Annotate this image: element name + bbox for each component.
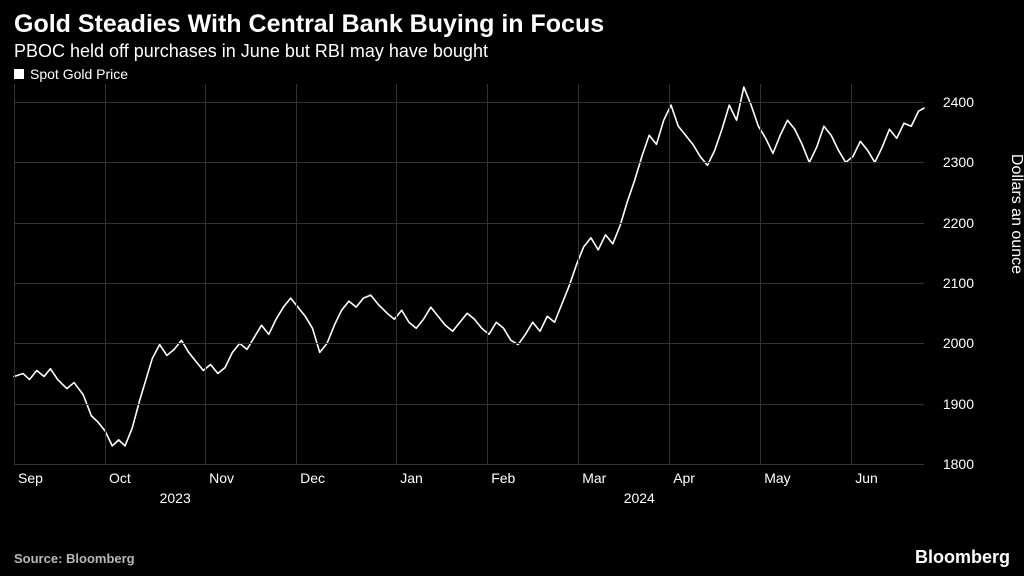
x-tick-label: Oct: [109, 470, 131, 486]
x-group-label: 2023: [160, 490, 191, 506]
chart-subtitle: PBOC held off purchases in June but RBI …: [14, 41, 1010, 62]
y-tick-label: 2400: [930, 94, 974, 110]
gridline-vertical: [14, 84, 15, 464]
gridline-horizontal: [14, 223, 924, 224]
gridline-horizontal: [14, 464, 924, 465]
gridline-vertical: [760, 84, 761, 464]
gridline-horizontal: [14, 283, 924, 284]
source-text: Source: Bloomberg: [14, 551, 135, 566]
gridline-horizontal: [14, 343, 924, 344]
x-tick-label: Mar: [582, 470, 606, 486]
y-tick-label: 2000: [930, 335, 974, 351]
gridline-vertical: [105, 84, 106, 464]
gridline-horizontal: [14, 404, 924, 405]
gridline-vertical: [578, 84, 579, 464]
gridline-vertical: [205, 84, 206, 464]
price-line: [14, 87, 924, 446]
line-chart-svg: [14, 84, 924, 464]
x-group-label: 2024: [624, 490, 655, 506]
y-tick-label: 1900: [930, 396, 974, 412]
y-tick-label: 2100: [930, 275, 974, 291]
gridline-vertical: [851, 84, 852, 464]
x-tick-label: May: [764, 470, 790, 486]
chart-header: Gold Steadies With Central Bank Buying i…: [0, 0, 1024, 66]
y-axis-title: Dollars an ounce: [1007, 154, 1024, 274]
chart-area: Dollars an ounce 1800 1900 2000 2100 2200 230…: [0, 84, 1024, 514]
chart-title: Gold Steadies With Central Bank Buying i…: [14, 10, 1010, 39]
y-tick-label: 2300: [930, 154, 974, 170]
legend-marker-icon: [14, 69, 24, 79]
x-tick-label: Feb: [491, 470, 515, 486]
gridline-vertical: [669, 84, 670, 464]
gridline-vertical: [296, 84, 297, 464]
gridline-horizontal: [14, 102, 924, 103]
x-tick-label: Apr: [673, 470, 695, 486]
y-tick-label: 2200: [930, 215, 974, 231]
gridline-horizontal: [14, 162, 924, 163]
brand-text: Bloomberg: [915, 547, 1010, 568]
gridline-vertical: [396, 84, 397, 464]
gridline-vertical: [487, 84, 488, 464]
x-tick-label: Jun: [855, 470, 878, 486]
plot-area: [14, 84, 924, 464]
x-tick-label: Jan: [400, 470, 423, 486]
x-tick-label: Dec: [300, 470, 325, 486]
legend-label: Spot Gold Price: [30, 66, 128, 82]
x-tick-label: Sep: [18, 470, 43, 486]
x-tick-label: Nov: [209, 470, 234, 486]
y-tick-label: 1800: [930, 456, 974, 472]
legend: Spot Gold Price: [14, 66, 128, 82]
